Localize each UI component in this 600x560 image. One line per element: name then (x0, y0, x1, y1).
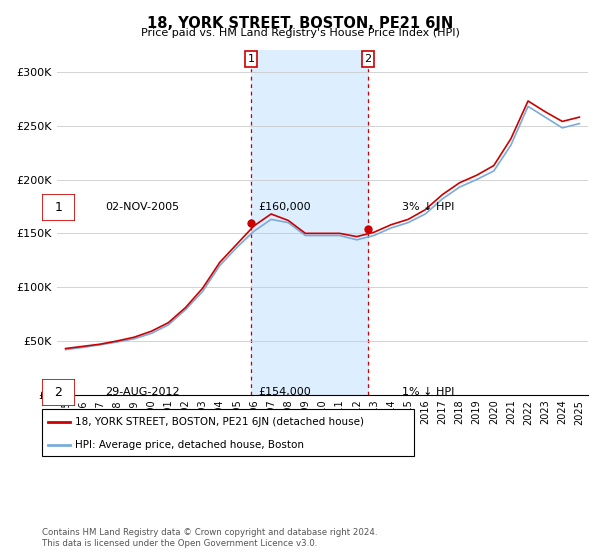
Text: 18, YORK STREET, BOSTON, PE21 6JN (detached house): 18, YORK STREET, BOSTON, PE21 6JN (detac… (76, 417, 364, 427)
Text: 1% ↓ HPI: 1% ↓ HPI (402, 387, 454, 397)
Text: 02-NOV-2005: 02-NOV-2005 (105, 202, 179, 212)
Text: 2: 2 (365, 54, 371, 64)
Text: 3% ↓ HPI: 3% ↓ HPI (402, 202, 454, 212)
Text: HPI: Average price, detached house, Boston: HPI: Average price, detached house, Bost… (76, 440, 304, 450)
Text: £160,000: £160,000 (258, 202, 311, 212)
Bar (251, 50, 368, 395)
Text: 1: 1 (248, 54, 254, 64)
Text: 29-AUG-2012: 29-AUG-2012 (105, 387, 179, 397)
Text: £154,000: £154,000 (258, 387, 311, 397)
Text: 1: 1 (55, 201, 62, 214)
Text: 2: 2 (55, 386, 62, 399)
Text: Price paid vs. HM Land Registry's House Price Index (HPI): Price paid vs. HM Land Registry's House … (140, 28, 460, 38)
Text: Contains HM Land Registry data © Crown copyright and database right 2024.
This d: Contains HM Land Registry data © Crown c… (42, 528, 377, 548)
Text: 18, YORK STREET, BOSTON, PE21 6JN: 18, YORK STREET, BOSTON, PE21 6JN (147, 16, 453, 31)
